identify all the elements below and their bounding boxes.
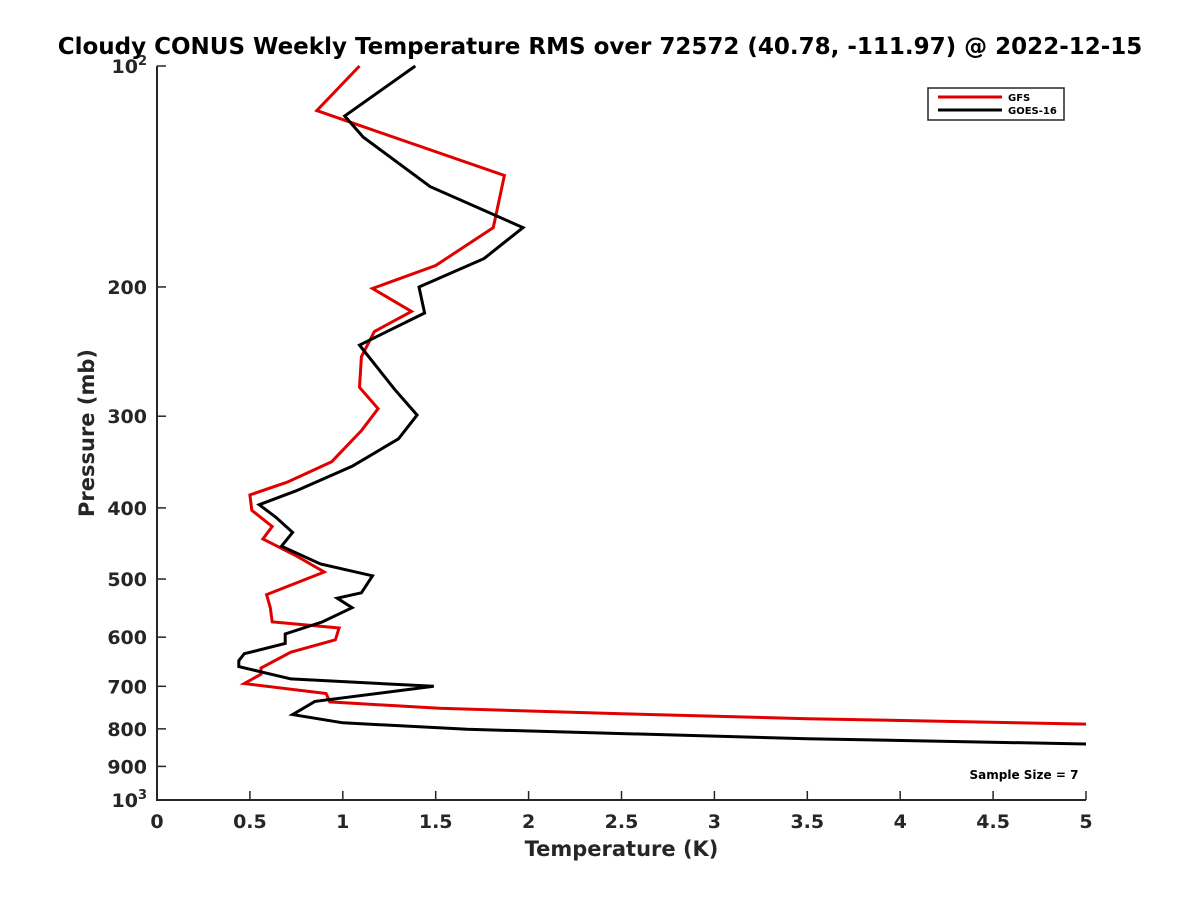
y-tick-label: 600	[107, 627, 147, 649]
y-tick-label: 900	[107, 756, 147, 778]
x-tick-label: 2	[522, 811, 535, 833]
series-line-goes-16	[237, 64, 1087, 746]
legend-label: GFS	[1008, 93, 1030, 104]
sample-size-annotation: Sample Size = 7	[970, 768, 1079, 782]
y-tick-label: 103	[112, 788, 148, 812]
x-tick-label: 0	[150, 811, 163, 833]
plot-area: 0 0.5 1 1.5 2 2.5 3 3.5 4 4.5 5 102 200 300 400 500 600…	[107, 54, 1092, 833]
chart-title: Cloudy CONUS Weekly Temperature RMS over…	[58, 34, 1143, 60]
x-tick-label: 2.5	[605, 811, 639, 833]
x-tick-label: 3.5	[790, 811, 824, 833]
y-axis-label: Pressure (mb)	[75, 349, 99, 517]
x-axis-label: Temperature (K)	[525, 837, 719, 861]
x-tick-label: 0.5	[233, 811, 267, 833]
y-tick-label: 800	[107, 719, 147, 741]
y-tick-label: 700	[107, 676, 147, 698]
x-tick-label: 4.5	[976, 811, 1010, 833]
legend-box	[927, 87, 1065, 121]
series-layer	[237, 64, 1087, 746]
y-tick-label: 200	[107, 277, 147, 299]
x-tick-label: 4	[894, 811, 907, 833]
legend-label: GOES-16	[1008, 106, 1057, 117]
y-tick-label: 400	[107, 498, 147, 520]
y-tick-label: 102	[112, 54, 148, 78]
y-tick-label: 300	[107, 406, 147, 428]
legend: GFS GOES-16	[927, 87, 1065, 121]
x-ticks: 0 0.5 1 1.5 2 2.5 3 3.5 4 4.5 5	[150, 791, 1093, 833]
y-tick-label: 500	[107, 569, 147, 591]
series-line-gfs	[239, 64, 1087, 726]
x-tick-label: 3	[708, 811, 721, 833]
x-tick-label: 1	[336, 811, 349, 833]
y-ticks: 102 200 300 400 500 600 700 800 900 103	[107, 54, 166, 812]
x-tick-label: 1.5	[419, 811, 453, 833]
x-tick-label: 5	[1079, 811, 1092, 833]
